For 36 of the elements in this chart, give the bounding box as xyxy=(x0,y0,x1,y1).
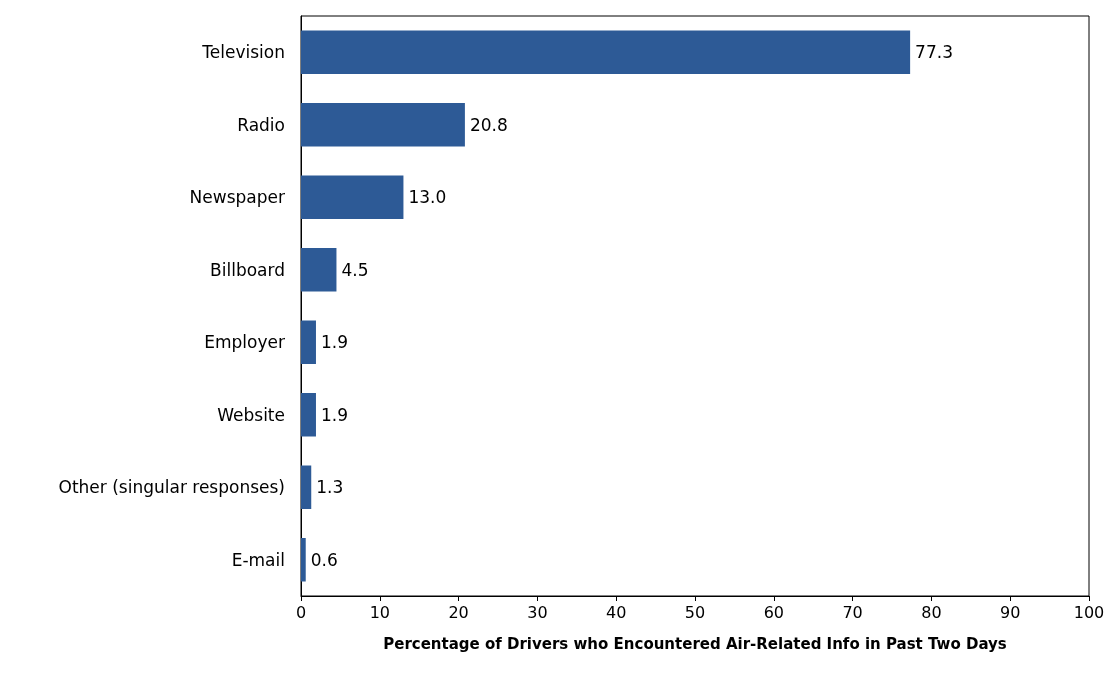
bar xyxy=(301,175,404,219)
data-label: 1.3 xyxy=(316,477,344,498)
data-label: 1.9 xyxy=(320,404,349,425)
x-axis-title: Percentage of Drivers who Encountered Air-Related Info in Past Two Days xyxy=(383,634,1007,653)
bar xyxy=(301,30,911,74)
bar xyxy=(301,465,312,509)
y-tick-label: Newspaper xyxy=(189,187,285,208)
y-tick-label: Billboard xyxy=(210,259,285,280)
x-tick-label: 60 xyxy=(763,602,784,622)
x-tick-label: 50 xyxy=(684,602,706,622)
data-label: 4.5 xyxy=(341,259,369,280)
x-tick-label: 0 xyxy=(295,602,307,622)
x-tick-label: 20 xyxy=(448,602,469,622)
y-tick-label: Website xyxy=(217,404,285,425)
data-label: 1.9 xyxy=(320,332,349,353)
x-tick-label: 30 xyxy=(527,602,548,622)
x-tick-label: 70 xyxy=(842,602,863,622)
bar xyxy=(301,320,316,364)
x-tick-label: 80 xyxy=(921,602,942,622)
data-label: 20.8 xyxy=(469,114,508,135)
x-tick-label: 40 xyxy=(606,602,627,622)
bar xyxy=(301,393,316,437)
y-tick-label: Radio xyxy=(237,114,285,135)
data-label: 13.0 xyxy=(408,187,447,208)
bar xyxy=(301,538,306,582)
data-label: 0.6 xyxy=(310,549,338,570)
bar xyxy=(301,248,337,292)
data-label: 77.3 xyxy=(915,42,953,63)
y-tick-label: E-mail xyxy=(231,549,285,570)
y-tick-label: Television xyxy=(201,42,285,63)
y-tick-label: Employer xyxy=(204,332,285,353)
x-tick-label: 100 xyxy=(1073,602,1105,622)
x-tick-label: 90 xyxy=(1000,602,1021,622)
x-tick-label: 10 xyxy=(369,602,390,622)
bar xyxy=(301,103,465,147)
y-tick-label: Other (singular responses) xyxy=(58,477,285,498)
